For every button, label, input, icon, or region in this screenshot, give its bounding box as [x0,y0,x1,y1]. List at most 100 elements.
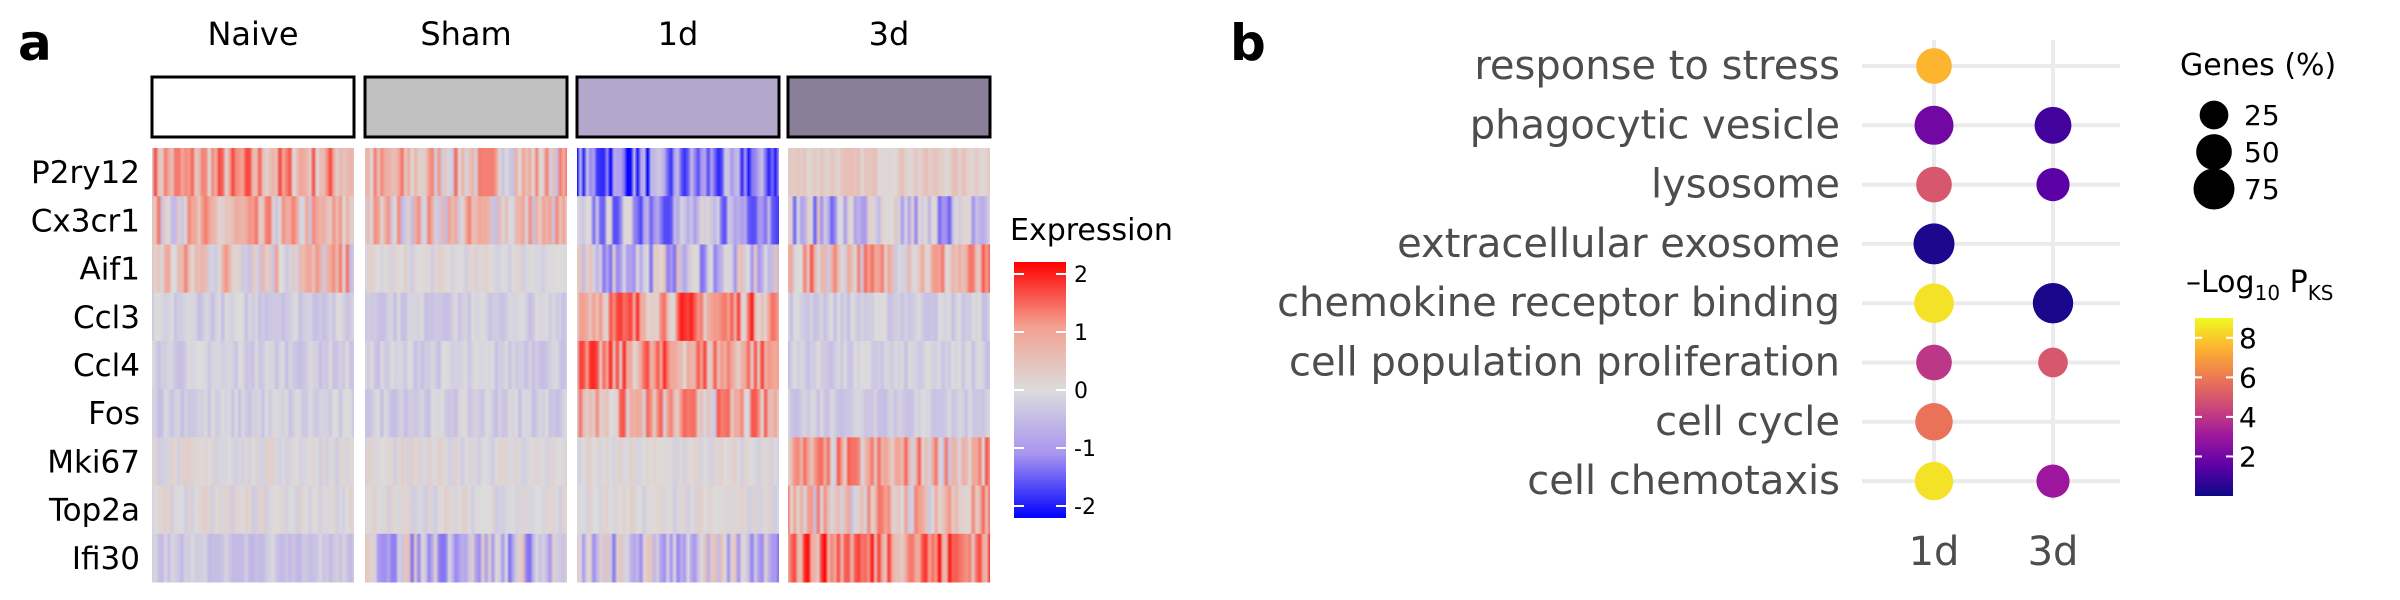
heatmap-cell-ifi30-1 [365,533,567,583]
heatmap-cell-cx3cr1-0 [152,196,354,245]
dot-point-4 [2036,168,2070,202]
heatmap-cell-p2ry12-0 [152,148,354,197]
dot-point-9 [2038,347,2068,378]
term-label-4: chemokine receptor binding [1277,280,1840,326]
color-legend-title-subscript: KS [2308,281,2334,305]
color-legend-title-prefix: –Log [2186,265,2255,300]
dot-point-3 [1916,166,1952,203]
heatmap-cell-ccl4-3 [788,340,990,390]
term-label-3: extracellular exosome [1397,221,1840,267]
color-tick-label-8: 8 [2239,322,2257,355]
size-legend-dot-50 [2196,134,2232,170]
heatmap-cell-aif1-0 [152,244,354,294]
group-swatch-1 [363,75,569,139]
heatmap-cell-ccl4-0 [152,340,354,390]
expression-tick-label-1: 1 [1074,321,1088,346]
group-header-3: 3d [869,15,910,53]
panel-b-label: b [1230,14,1266,72]
color-legend-bar [2195,318,2233,496]
group-headers: Naive Sham 1d 3d [207,15,909,53]
expression-tick-label-4: -2 [1074,495,1096,520]
dot-point-8 [1916,344,1952,381]
panel-b-dotplot: b response to stress phagocytic vesicle ly… [1230,14,2336,575]
heatmap-cell-ccl4-2 [577,340,779,390]
term-label-7: cell chemotaxis [1527,458,1840,504]
size-legend-label-50: 50 [2244,136,2280,169]
x-tick-3d: 3d [2028,529,2079,575]
term-label-6: cell cycle [1655,399,1840,445]
group-swatch-2 [575,75,781,139]
heatmap-cell-fos-1 [365,389,567,438]
expression-legend: Expression 2 1 0 -1 -2 [1010,213,1173,520]
panel-a-label: a [18,14,52,72]
expression-legend-title: Expression [1010,213,1173,248]
color-tick-label-4: 4 [2239,401,2257,434]
heatmap-cell-ifi30-3 [788,533,990,583]
size-legend-dot-25 [2199,100,2229,130]
dot-point-2 [2034,106,2072,144]
group-swatch-0 [150,75,356,139]
heatmap-cell-mki67-3 [788,437,990,487]
color-legend-title: –Log10 PKS [2186,265,2334,305]
group-swatch-3 [786,75,992,139]
gene-label-mki67: Mki67 [47,444,140,480]
term-label-1: phagocytic vesicle [1470,102,1840,148]
heatmap-cell-mki67-2 [577,437,779,487]
size-legend-dot-75 [2193,168,2235,210]
dotplot-points [1913,48,2074,501]
group-header-2: 1d [658,15,699,53]
color-legend: –Log10 PKS 8 6 4 2 [2186,265,2334,496]
size-legend-label-25: 25 [2244,99,2280,132]
gene-label-cx3cr1: Cx3cr1 [31,203,140,239]
heatmap-cells [152,148,990,583]
expression-tick-label-3: -1 [1074,437,1096,462]
dot-point-6 [1914,283,1954,324]
gene-label-ifi30: Ifi30 [72,541,140,577]
dotplot-grid [1862,40,2120,500]
heatmap-cell-top2a-3 [788,485,990,535]
dot-point-7 [2032,282,2074,324]
heatmap-cell-ccl3-0 [152,292,354,342]
heatmap-cell-cx3cr1-1 [365,196,567,245]
dot-point-0 [1916,48,1952,84]
expression-tick-label-2: 0 [1074,379,1088,404]
gene-labels: P2ry12 Cx3cr1 Aif1 Ccl3 Ccl4 Fos Mki67 Top2a Ifi… [31,155,140,577]
group-swatches [150,75,992,139]
color-legend-title-sub: 10 [2255,281,2280,305]
heatmap-cell-ccl3-3 [788,292,990,342]
heatmap-cell-p2ry12-1 [365,148,567,197]
heatmap-cell-fos-0 [152,389,354,438]
heatmap-cell-mki67-0 [152,437,354,487]
dot-point-12 [2036,464,2070,498]
expression-tick-label-0: 2 [1074,263,1088,288]
heatmap-cell-cx3cr1-2 [577,196,779,245]
gene-label-p2ry12: P2ry12 [31,155,140,191]
heatmap-cell-p2ry12-2 [577,148,779,197]
gene-label-fos: Fos [88,396,140,432]
heatmap-cell-ifi30-0 [152,533,354,583]
dot-point-1 [1914,105,1954,145]
heatmap-cell-aif1-3 [788,244,990,294]
dot-point-10 [1915,403,1953,441]
term-label-2: lysosome [1651,162,1840,208]
term-labels: response to stress phagocytic vesicle lyso… [1277,43,1840,504]
group-header-1: Sham [420,15,511,53]
size-legend-label-75: 75 [2244,173,2280,206]
heatmap-cell-top2a-1 [365,485,567,535]
x-tick-1d: 1d [1909,529,1960,575]
group-header-0: Naive [207,15,298,53]
heatmap-cell-ccl3-2 [577,292,779,342]
heatmap-cell-ccl4-1 [365,340,567,390]
size-legend: Genes (%) 25 50 75 [2180,48,2336,210]
color-tick-label-2: 2 [2239,440,2257,473]
heatmap-cell-top2a-0 [152,485,354,535]
dot-point-11 [1914,461,1954,501]
heatmap-cell-top2a-2 [577,485,779,535]
panel-a-heatmap: a Naive Sham 1d 3d P2ry12 Cx3cr1 Aif1 Ccl3 Ccl4… [18,14,1173,583]
term-label-5: cell population proliferation [1289,340,1840,386]
term-label-0: response to stress [1474,43,1840,89]
heatmap-cell-aif1-1 [365,244,567,294]
x-tick-labels: 1d 3d [1909,529,2079,575]
size-legend-title: Genes (%) [2180,48,2336,83]
